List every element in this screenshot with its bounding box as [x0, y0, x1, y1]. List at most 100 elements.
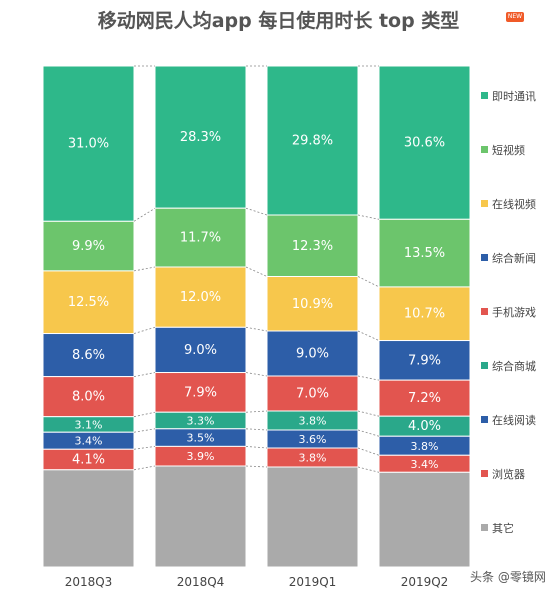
connector-line — [245, 445, 268, 449]
bar-segment — [42, 469, 135, 568]
data-label: 3.8% — [299, 452, 327, 465]
legend-swatch — [481, 362, 488, 369]
bar-segment — [42, 376, 135, 418]
connector-line — [245, 372, 268, 377]
connector-line — [133, 446, 156, 450]
data-label: 10.7% — [404, 307, 445, 322]
bar-segment — [378, 340, 471, 381]
bar-segment — [154, 207, 247, 268]
connector-line — [245, 428, 268, 431]
legend-label: 在线阅读 — [492, 413, 536, 427]
connector-line — [357, 214, 380, 220]
bar-segment — [266, 214, 359, 277]
x-tick-label: 2019Q1 — [289, 575, 337, 589]
legend-label: 在线视频 — [492, 197, 536, 211]
connector-line — [357, 466, 380, 473]
bar-segment — [378, 286, 471, 342]
x-tick-label: 2018Q4 — [177, 575, 225, 589]
data-label: 4.1% — [72, 453, 105, 468]
bar-segment — [378, 471, 471, 568]
x-tick-label: 2018Q3 — [65, 575, 113, 589]
bar-segment — [42, 333, 135, 378]
legend-label: 综合商城 — [492, 359, 536, 373]
bar-segment — [266, 375, 359, 412]
bar-segment — [154, 326, 247, 374]
legend-label: 浏览器 — [492, 467, 525, 481]
connector-line — [133, 266, 156, 272]
data-label: 31.0% — [68, 137, 109, 152]
bar-segment — [42, 65, 135, 222]
connector-line — [357, 276, 380, 288]
legend-label: 综合新闻 — [492, 251, 536, 265]
connector-line — [245, 410, 268, 413]
connector-line — [133, 428, 156, 433]
new-badge: NEW — [506, 12, 524, 22]
data-label: 8.0% — [72, 390, 105, 405]
connector-line — [245, 266, 268, 277]
chart-title: 移动网民人均app 每日使用时长 top 类型 — [97, 10, 460, 32]
data-label: 3.3% — [187, 415, 215, 428]
connector-line — [133, 326, 156, 334]
data-label: 10.9% — [292, 297, 333, 312]
bar-segment — [154, 65, 247, 209]
bar-segment — [42, 270, 135, 335]
legend-swatch — [481, 524, 488, 531]
connector-line — [133, 465, 156, 471]
x-tick-label: 2019Q2 — [401, 575, 449, 589]
legend-swatch — [481, 200, 488, 207]
connector-line — [357, 429, 380, 437]
data-label: 8.6% — [72, 348, 105, 363]
legend-swatch — [481, 92, 488, 99]
data-label: 9.9% — [72, 239, 105, 254]
data-label: 12.5% — [68, 295, 109, 310]
source-watermark: 头条 @零镜网 — [470, 570, 546, 584]
data-label: 4.0% — [408, 419, 441, 434]
data-label: 3.4% — [411, 458, 439, 471]
data-label: 7.0% — [296, 387, 329, 402]
data-label: 13.5% — [404, 246, 445, 261]
legend-label: 其它 — [492, 521, 514, 535]
bar-segment — [42, 220, 135, 272]
bar-segment — [266, 466, 359, 568]
data-label: 29.8% — [292, 134, 333, 149]
data-label: 30.6% — [404, 136, 445, 151]
connector-line — [357, 447, 380, 456]
connector-line — [245, 465, 268, 468]
bar-segment — [266, 330, 359, 377]
connector-line — [133, 372, 156, 378]
legend-swatch — [481, 470, 488, 477]
data-label: 28.3% — [180, 130, 221, 145]
legend-swatch — [481, 416, 488, 423]
bar-segment — [378, 65, 471, 220]
bar-segment — [266, 65, 359, 216]
legend-label: 即时通讯 — [492, 90, 536, 103]
legend-swatch — [481, 308, 488, 315]
connector-line — [245, 326, 268, 332]
data-label: 7.9% — [184, 385, 217, 400]
data-label: 3.8% — [411, 440, 439, 453]
data-label: 7.9% — [408, 353, 441, 368]
data-label: 12.0% — [180, 290, 221, 305]
data-label: 3.4% — [75, 435, 103, 448]
data-label: 9.0% — [184, 343, 217, 358]
connector-line — [357, 410, 380, 417]
data-label: 9.0% — [296, 347, 329, 362]
bar-segment — [154, 465, 247, 568]
legend-swatch — [481, 146, 488, 153]
data-label: 3.8% — [299, 415, 327, 428]
connector-line — [133, 411, 156, 418]
legend-swatch — [481, 254, 488, 261]
data-label: 7.2% — [408, 391, 441, 406]
bar-segment — [378, 379, 471, 417]
connector-line — [357, 375, 380, 381]
data-label: 3.6% — [299, 433, 327, 446]
data-label: 12.3% — [292, 239, 333, 254]
data-label: 3.1% — [75, 418, 103, 431]
connector-line — [133, 207, 156, 222]
legend-label: 短视频 — [492, 143, 525, 157]
bar-segment — [154, 372, 247, 413]
data-label: 3.5% — [187, 432, 215, 445]
data-label: 11.7% — [180, 231, 221, 246]
connector-line — [357, 330, 380, 341]
